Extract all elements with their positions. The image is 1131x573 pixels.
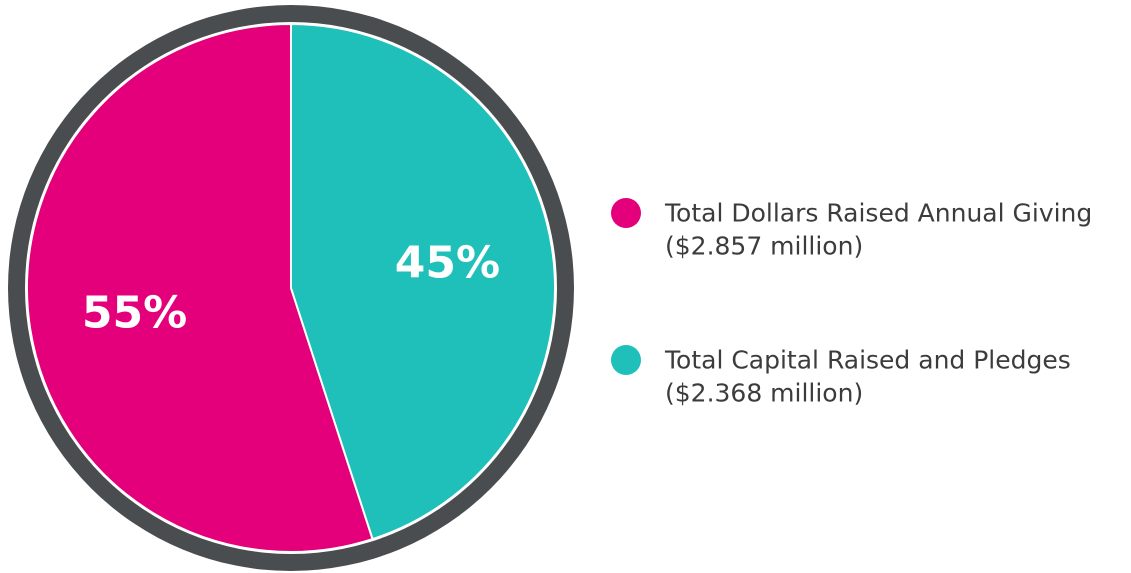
slice-label: 45% — [395, 238, 500, 289]
legend-label: Total Dollars Raised Annual Giving — [664, 199, 1092, 228]
pie-slice — [290, 22, 556, 541]
legend-note: ($2.857 million) — [665, 232, 863, 261]
legend-marker — [611, 198, 641, 228]
slice-label: 55% — [82, 287, 187, 338]
legend-note: ($2.368 million) — [665, 379, 863, 408]
legend-marker — [611, 345, 641, 375]
legend-label: Total Capital Raised and Pledges — [664, 346, 1071, 375]
pie-slice — [26, 22, 374, 553]
